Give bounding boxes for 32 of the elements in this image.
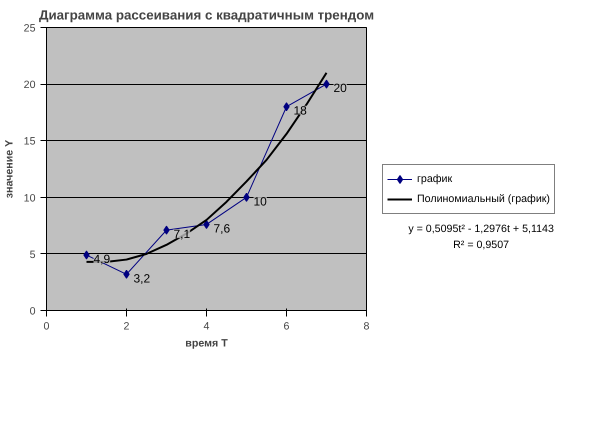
text: R² = 0,9507 [453, 239, 510, 252]
point [283, 102, 290, 112]
data-label: 4,9 [94, 252, 111, 266]
y-tick-label: 5 [30, 248, 36, 261]
point [243, 192, 250, 202]
y-tick-label: 0 [30, 306, 36, 318]
data-label: 3,2 [134, 271, 151, 286]
data-label: 7,6 [214, 221, 231, 236]
point [163, 226, 170, 235]
text: y = 0,5095t² - 1,2976t + 5,1143 [408, 222, 554, 235]
legend-label: график [417, 173, 452, 185]
point [323, 80, 330, 89]
y-axis-title: значение Y [4, 140, 16, 198]
y-tick-label: 20 [24, 79, 36, 92]
x-tick-label: 2 [124, 320, 130, 332]
x-axis-title: время T [185, 338, 228, 350]
x-tick-label: 0 [44, 320, 50, 332]
y-tick-label: 25 [24, 22, 36, 34]
point [203, 220, 210, 229]
chart-title: Диаграмма рассеивания с квадратичным трендом [38, 8, 374, 22]
data-label: 10 [254, 194, 268, 208]
x-tick-label: 8 [364, 320, 370, 332]
x-tick-label: 4 [204, 320, 210, 332]
legend-label: Полиномиальный (график) [417, 193, 550, 205]
x-tick-label: 6 [284, 320, 290, 332]
y-tick-label: 15 [24, 136, 36, 148]
data-label: 18 [294, 104, 308, 118]
point [83, 250, 90, 260]
y-tick-label: 10 [24, 192, 36, 204]
point [123, 270, 130, 279]
data-label: 20 [334, 81, 348, 96]
data-label: 7,1 [174, 227, 191, 242]
